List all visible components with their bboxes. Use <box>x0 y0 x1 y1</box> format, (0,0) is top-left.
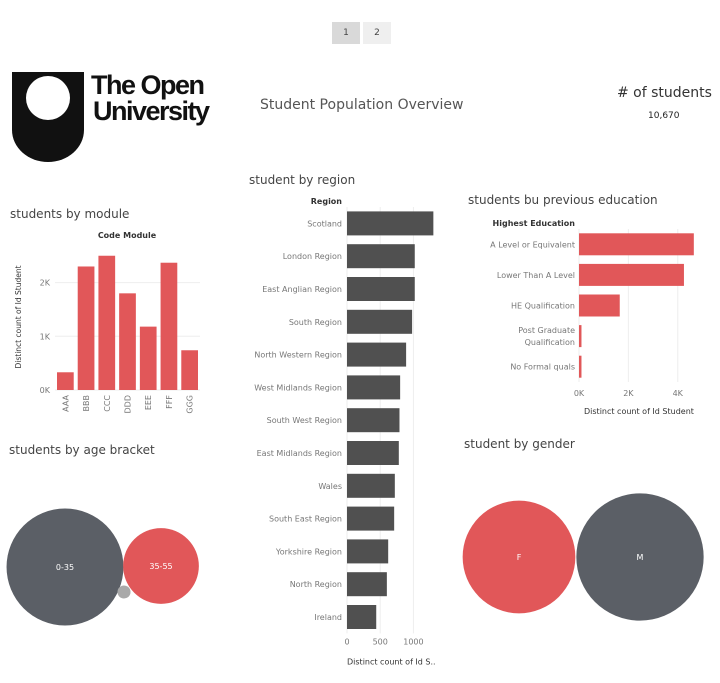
module-x-tick-label: DDD <box>124 395 133 413</box>
region-bar <box>347 244 415 269</box>
education-x-axis-label: Distinct count of Id Student <box>584 407 694 416</box>
region-category-label: Ireland <box>314 613 342 622</box>
region-category-label: East Anglian Region <box>262 285 342 294</box>
dashboard-title: Student Population Overview <box>260 97 464 113</box>
education-bar <box>579 355 582 378</box>
region-category-label: Wales <box>318 482 342 491</box>
education-x-tick-label: 0K <box>574 389 585 398</box>
module-bar <box>139 326 157 390</box>
region-bar <box>347 277 415 301</box>
logo-line-2: University <box>93 96 210 126</box>
module-bar <box>57 372 74 390</box>
module-x-tick-label: GGG <box>186 395 195 414</box>
region-x-axis-label: Distinct count of Id S.. <box>347 657 436 666</box>
gender-chart-title: student by gender <box>464 437 575 451</box>
region-bar <box>347 605 377 629</box>
gender-bubble <box>576 493 704 621</box>
pager: 1 2 <box>332 22 391 44</box>
module-chart-header: Code Module <box>98 231 157 240</box>
module-bar <box>181 350 198 390</box>
age-chart-title: students by age bracket <box>9 443 155 457</box>
kpi-label: # of students <box>617 85 712 101</box>
region-bar <box>347 211 434 236</box>
education-category-label: Post Graduate <box>518 326 575 335</box>
module-x-tick-label: EEE <box>144 395 153 410</box>
region-category-label: East Midlands Region <box>257 449 342 458</box>
age-bubble <box>6 508 124 626</box>
education-bar <box>579 325 582 348</box>
gender-bubble <box>462 500 576 614</box>
region-category-label: North Western Region <box>254 351 342 360</box>
module-x-tick-label: AAA <box>61 394 70 411</box>
region-x-tick-label: 1000 <box>403 637 423 646</box>
education-bar <box>579 233 694 256</box>
region-category-label: London Region <box>283 252 342 261</box>
module-bar <box>98 255 116 390</box>
module-x-tick-label: FFF <box>165 395 174 409</box>
age-bubble-label: 35-55 <box>149 562 172 571</box>
module-bar <box>119 293 136 390</box>
region-x-tick-label: 0 <box>344 637 349 646</box>
region-bar <box>347 375 401 400</box>
education-category-label: A Level or Equivalent <box>490 240 575 249</box>
page-2-button[interactable]: 2 <box>363 22 391 44</box>
education-x-tick-label: 4K <box>673 389 684 398</box>
kpi-value: 10,670 <box>648 111 680 121</box>
education-x-tick-label: 2K <box>623 389 634 398</box>
region-category-label: South Region <box>289 318 342 327</box>
region-category-label: North Region <box>290 580 342 589</box>
region-category-label: Scotland <box>307 219 342 228</box>
module-x-tick-label: CCC <box>103 395 112 412</box>
age-bubble <box>117 585 131 599</box>
region-bar <box>347 572 387 597</box>
module-chart: Code Module 0K 1K 2K Distinct count of Id St… <box>14 231 200 414</box>
region-category-label: South East Region <box>269 515 342 524</box>
region-chart: Region 0 500 1000 Scotland London Region East … <box>254 197 436 666</box>
education-chart: Highest Education 0K 2K 4K A Level or Equiva… <box>490 219 694 416</box>
module-y-tick-label: 0K <box>40 386 51 395</box>
education-bar <box>579 263 684 286</box>
module-y-tick-label: 2K <box>40 279 51 288</box>
region-bar <box>347 441 399 465</box>
age-bubble-label: 0-35 <box>56 563 74 572</box>
region-chart-title: student by region <box>249 173 356 187</box>
region-bar <box>347 473 395 498</box>
region-bar <box>347 539 389 564</box>
region-category-label: West Midlands Region <box>254 383 342 392</box>
region-category-label: Yorkshire Region <box>275 547 342 556</box>
education-category-label: Qualification <box>525 338 575 347</box>
age-bubble <box>123 528 199 604</box>
region-bar <box>347 506 395 531</box>
gender-bubble-label: F <box>517 553 522 562</box>
education-category-label: No Formal quals <box>510 363 575 372</box>
region-x-tick-label: 500 <box>373 637 388 646</box>
education-chart-title: students bu previous education <box>468 193 658 207</box>
logo-line-1: The Open <box>91 70 205 100</box>
open-university-shield-icon <box>12 72 84 162</box>
page-1-button[interactable]: 1 <box>332 22 360 44</box>
region-category-label: South West Region <box>267 416 342 425</box>
education-bar <box>579 294 620 317</box>
region-bar <box>347 342 407 367</box>
module-x-tick-label: BBB <box>82 395 91 411</box>
module-chart-title: students by module <box>10 207 130 221</box>
module-y-axis-label: Distinct count of Id Student <box>14 265 23 368</box>
education-chart-header: Highest Education <box>493 219 576 228</box>
module-bar <box>77 266 95 390</box>
open-university-logo: The Open University <box>12 72 232 164</box>
gender-bubble-label: M <box>637 553 644 562</box>
education-category-label: HE Qualification <box>511 302 575 311</box>
region-bar <box>347 309 413 334</box>
module-y-tick-label: 1K <box>40 332 51 341</box>
region-chart-header: Region <box>311 197 343 206</box>
region-bar <box>347 408 400 433</box>
age-bubble-chart: 0-35 35-55 <box>6 508 199 626</box>
module-bar <box>160 262 178 390</box>
education-category-label: Lower Than A Level <box>497 271 575 280</box>
